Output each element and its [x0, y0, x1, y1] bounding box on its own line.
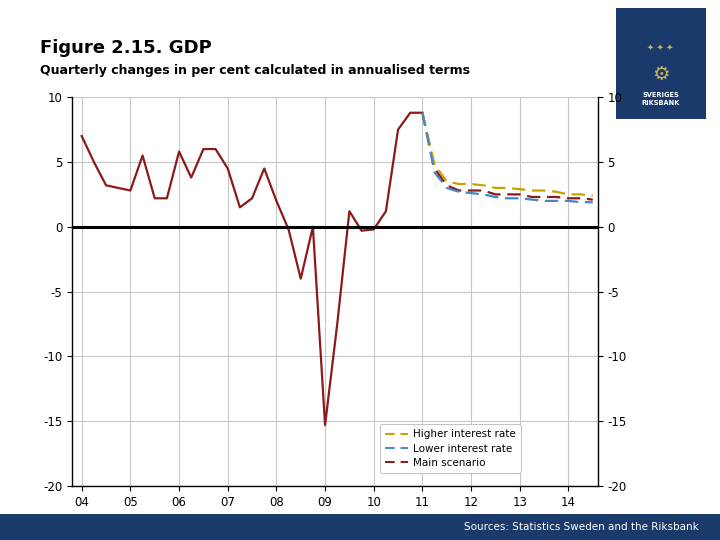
Legend: Higher interest rate, Lower interest rate, Main scenario: Higher interest rate, Lower interest rat…	[379, 424, 521, 473]
Text: Figure 2.15. GDP: Figure 2.15. GDP	[40, 39, 212, 57]
Text: ⚙: ⚙	[652, 65, 670, 84]
Text: SVERIGES
RIKSBANK: SVERIGES RIKSBANK	[642, 92, 680, 106]
Text: Quarterly changes in per cent calculated in annualised terms: Quarterly changes in per cent calculated…	[40, 64, 469, 77]
Text: Sources: Statistics Sweden and the Riksbank: Sources: Statistics Sweden and the Riksb…	[464, 522, 698, 532]
Text: ✦ ✦ ✦: ✦ ✦ ✦	[647, 42, 674, 51]
